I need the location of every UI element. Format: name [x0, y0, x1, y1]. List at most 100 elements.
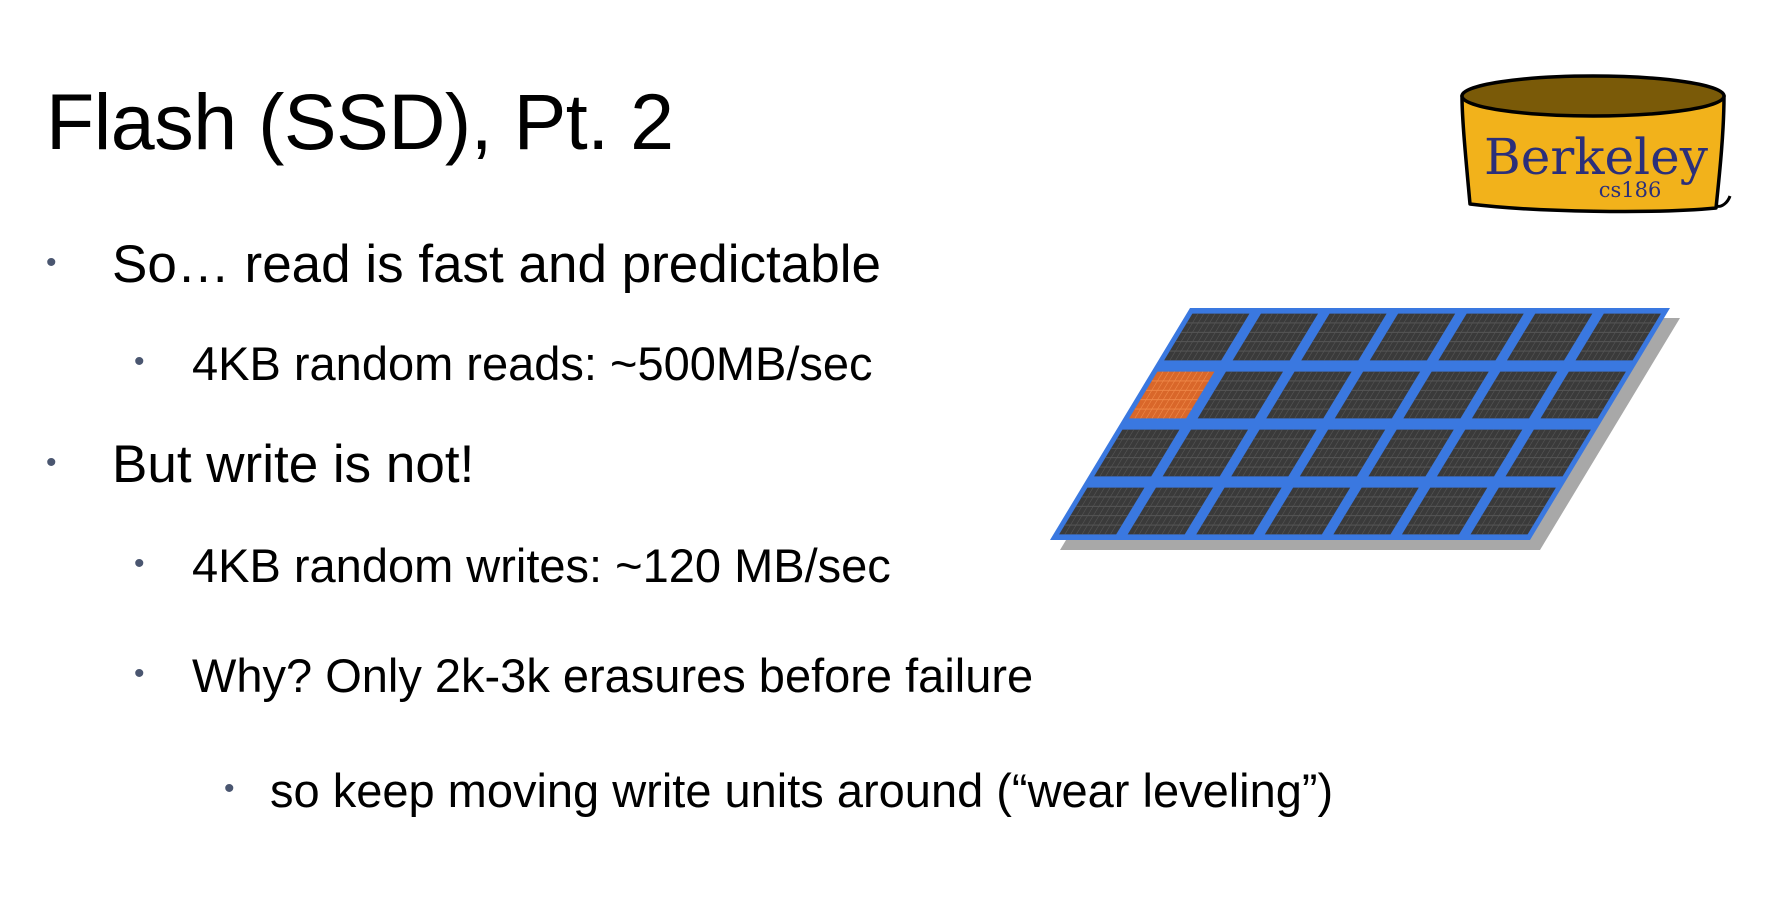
cell-line — [1328, 429, 1357, 477]
cell-line — [1466, 313, 1496, 361]
cell-line — [1470, 429, 1500, 477]
cell-line — [1408, 429, 1437, 477]
cell-line — [1556, 429, 1586, 477]
cell-line — [1276, 429, 1306, 477]
cell-line — [1568, 371, 1598, 419]
cell-line — [1413, 429, 1443, 477]
cell-line — [1435, 487, 1465, 535]
cell-line — [1420, 371, 1450, 419]
cell-line — [1523, 371, 1552, 419]
cell-line — [1598, 313, 1627, 361]
cell-line — [1626, 313, 1656, 361]
cell-line — [1272, 313, 1302, 361]
cell-line — [1175, 313, 1205, 361]
cell-line — [1209, 313, 1239, 361]
cell-line — [1144, 487, 1174, 535]
cell-line — [1415, 313, 1445, 361]
cell-line — [1574, 371, 1604, 419]
cell-line — [1396, 429, 1426, 477]
cell-line — [1505, 371, 1535, 419]
cell-line — [1281, 487, 1311, 535]
cell-line — [1064, 487, 1094, 535]
cell-line — [1351, 371, 1381, 419]
cell-line — [1407, 487, 1437, 535]
cell-line — [1220, 371, 1250, 419]
cell-line — [1207, 487, 1237, 535]
bullet-item: • 4KB random writes: ~120 MB/sec — [134, 539, 891, 592]
cell-line — [1345, 371, 1375, 419]
cell-line — [1099, 429, 1129, 477]
cell-line — [1214, 371, 1244, 419]
cell-line — [1201, 487, 1231, 535]
cell-line — [1380, 371, 1410, 419]
cell-line — [1620, 313, 1650, 361]
cell-line — [1390, 429, 1420, 477]
cell-line — [1237, 371, 1267, 419]
cell-line — [1580, 371, 1610, 419]
bullet-text: But write is not! — [112, 435, 475, 494]
cell-line — [1498, 487, 1528, 535]
cell-line — [1203, 313, 1233, 361]
cell-line — [1104, 487, 1134, 535]
cell-line — [1373, 429, 1403, 477]
bullet-dot: • — [46, 246, 57, 279]
cell-line — [1465, 429, 1495, 477]
cell-line — [1528, 429, 1557, 477]
cell-line — [1293, 487, 1322, 535]
cell-line — [1185, 429, 1215, 477]
cell-line — [1266, 313, 1296, 361]
cell-line — [1585, 371, 1615, 419]
cell-line — [1522, 429, 1552, 477]
cell-line — [1138, 487, 1168, 535]
cell-line — [1208, 371, 1238, 419]
cell-line — [1453, 487, 1482, 535]
cell-line — [1350, 487, 1380, 535]
cell-line — [1186, 313, 1216, 361]
bullet-text: 4KB random writes: ~120 MB/sec — [192, 539, 891, 592]
cell-line — [1110, 429, 1140, 477]
cell-line — [1282, 429, 1312, 477]
cell-line — [1352, 313, 1382, 361]
cell-line — [1386, 313, 1416, 361]
cell-line — [1504, 487, 1534, 535]
cell-line — [1378, 487, 1408, 535]
cell-line — [1260, 313, 1290, 361]
cell-line — [1374, 371, 1404, 419]
cell-line — [1363, 371, 1392, 419]
cell-line — [1350, 429, 1380, 477]
cell-line — [1345, 429, 1375, 477]
bullet-item: • so keep moving write units around (“we… — [224, 767, 1333, 814]
cell-line — [1340, 313, 1370, 361]
cell-line — [1243, 313, 1273, 361]
bullet-dot: • — [134, 547, 145, 580]
cell-line — [1344, 487, 1374, 535]
cell-line — [1540, 313, 1570, 361]
flash-memory-diagram — [1050, 308, 1680, 550]
cell-line — [1494, 371, 1524, 419]
bullet-item: • So… read is fast and predictable — [46, 238, 881, 291]
cell-line — [1380, 313, 1410, 361]
cell-line — [1545, 429, 1575, 477]
cell-line — [1398, 313, 1427, 361]
slide-title: Flash (SSD), Pt. 2 — [46, 77, 674, 166]
cell-line — [1151, 371, 1181, 419]
cell-line — [1241, 487, 1271, 535]
cell-line — [1552, 313, 1582, 361]
bullet-item: • Why? Only 2k-3k erasures before failur… — [134, 652, 1033, 699]
bullet-item: • But write is not! — [46, 435, 475, 494]
cell-line — [1134, 371, 1164, 419]
cell-line — [1270, 487, 1300, 535]
cell-line — [1316, 429, 1346, 477]
cell-line — [1379, 429, 1409, 477]
cell-line — [1487, 487, 1517, 535]
berkeley-logo: Berkeley cs186 — [1460, 74, 1732, 214]
cell-line — [1476, 429, 1506, 477]
cell-line — [1510, 429, 1540, 477]
cell-line — [1248, 429, 1277, 477]
cell-line — [1609, 313, 1639, 361]
cell-line — [1367, 487, 1397, 535]
cell-line — [1437, 371, 1467, 419]
cell-line — [1294, 371, 1324, 419]
cell-line — [1270, 429, 1300, 477]
cell-line — [1168, 429, 1197, 477]
